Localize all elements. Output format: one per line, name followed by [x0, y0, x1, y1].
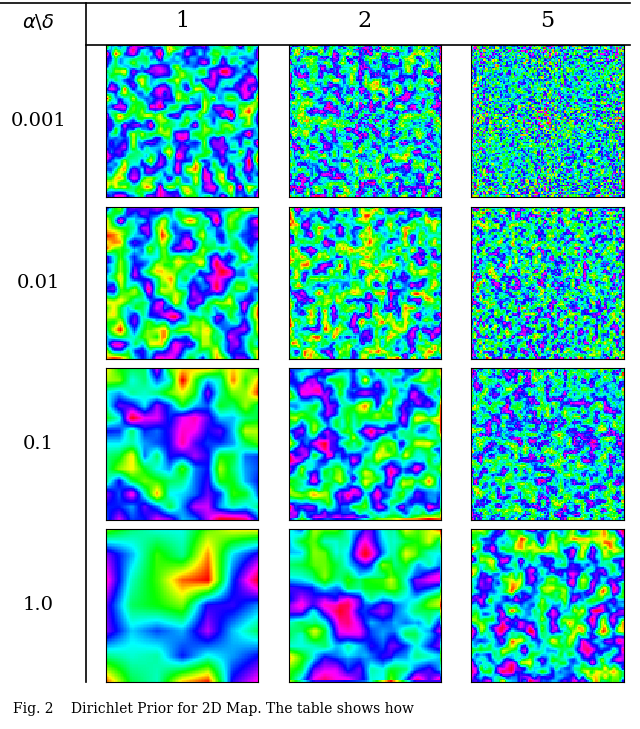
- Text: $\alpha\backslash\delta$: $\alpha\backslash\delta$: [22, 12, 54, 32]
- Text: Fig. 2    Dirichlet Prior for 2D Map. The table shows how: Fig. 2 Dirichlet Prior for 2D Map. The t…: [13, 702, 413, 716]
- Text: 5: 5: [540, 10, 554, 32]
- Text: 0.01: 0.01: [17, 273, 60, 292]
- Text: 1: 1: [175, 10, 189, 32]
- Text: 0.1: 0.1: [23, 435, 54, 453]
- Text: 0.001: 0.001: [10, 112, 67, 130]
- Text: 1.0: 1.0: [23, 596, 54, 615]
- Text: 2: 2: [358, 10, 372, 32]
